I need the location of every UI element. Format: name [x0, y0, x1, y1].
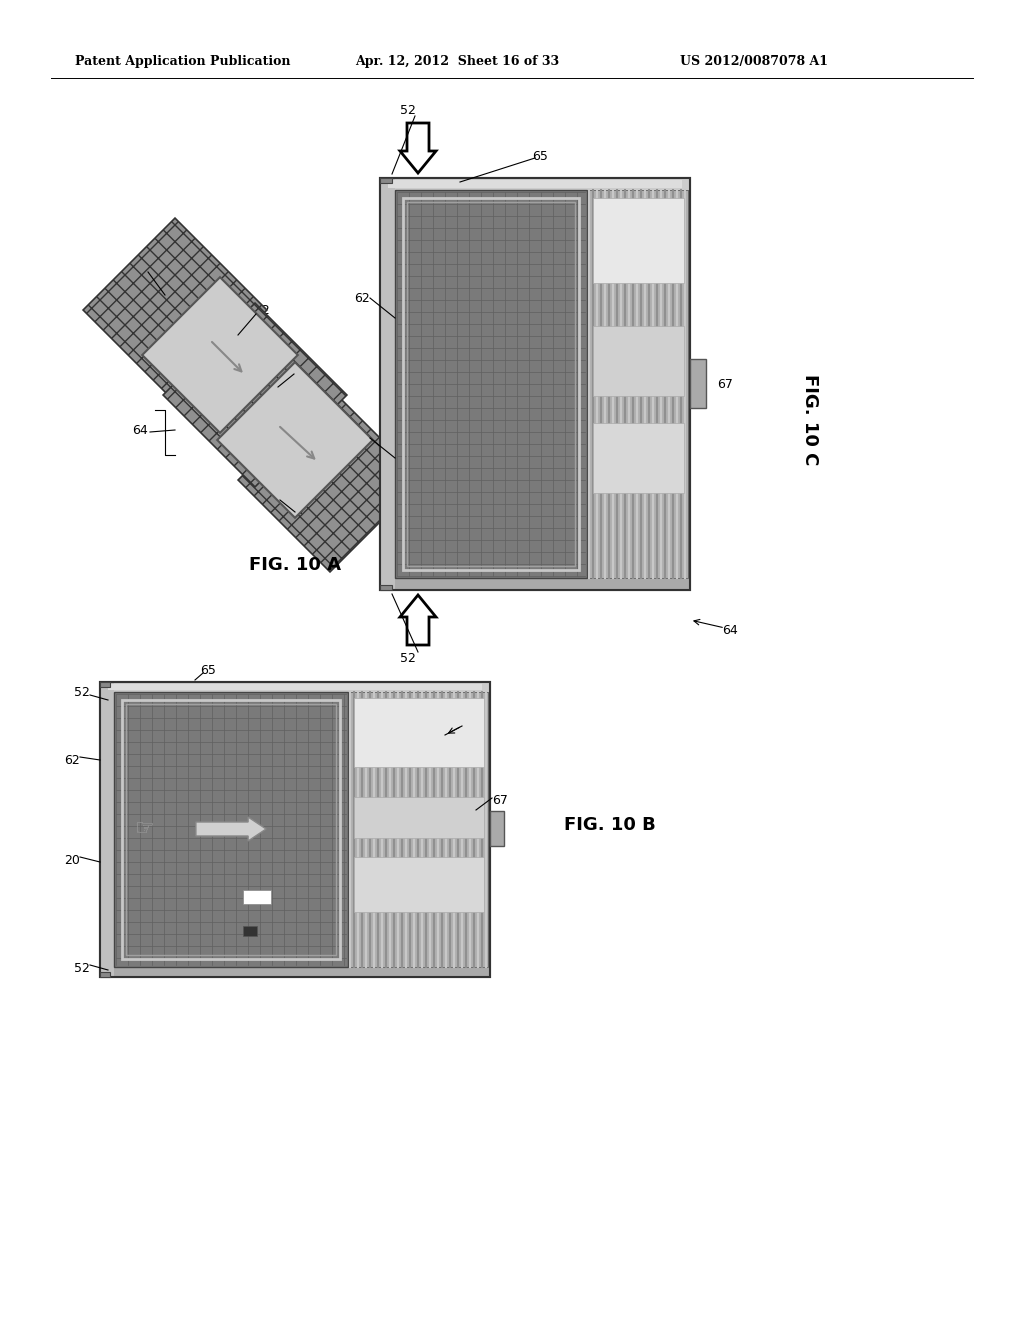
Bar: [490, 810, 504, 846]
Bar: [690, 359, 706, 408]
Text: 52: 52: [400, 103, 416, 116]
Polygon shape: [238, 388, 422, 572]
Text: 67: 67: [717, 378, 733, 391]
Text: 65: 65: [292, 363, 308, 376]
Bar: [100, 968, 490, 977]
Bar: [350, 692, 488, 968]
Bar: [243, 890, 270, 904]
Bar: [354, 796, 484, 838]
Bar: [126, 704, 336, 954]
Text: FIG. 10 B: FIG. 10 B: [564, 816, 656, 834]
Text: ☞: ☞: [134, 818, 154, 840]
FancyArrow shape: [400, 595, 436, 645]
Text: 65: 65: [200, 664, 216, 676]
Text: 62: 62: [254, 304, 270, 317]
Bar: [380, 178, 690, 590]
Bar: [114, 692, 348, 968]
Bar: [243, 925, 257, 936]
Text: 67: 67: [493, 793, 508, 807]
Bar: [395, 190, 587, 578]
Text: 52: 52: [74, 961, 90, 974]
Text: 67: 67: [290, 503, 306, 516]
Bar: [354, 698, 484, 767]
Bar: [354, 857, 484, 912]
Bar: [100, 682, 114, 977]
Polygon shape: [163, 304, 347, 487]
Bar: [593, 326, 684, 396]
Bar: [380, 578, 690, 590]
Bar: [388, 180, 682, 187]
Bar: [100, 972, 110, 977]
Polygon shape: [83, 218, 267, 401]
Text: 52: 52: [74, 685, 90, 698]
Bar: [380, 178, 690, 190]
Bar: [100, 682, 490, 977]
Bar: [380, 178, 690, 590]
Bar: [593, 198, 684, 284]
Text: US 2012/0087078 A1: US 2012/0087078 A1: [680, 55, 828, 69]
Polygon shape: [217, 362, 373, 517]
Text: 64: 64: [132, 424, 147, 437]
Text: 20: 20: [130, 261, 146, 275]
Bar: [380, 178, 395, 590]
Text: 20: 20: [354, 432, 370, 445]
Bar: [108, 684, 482, 690]
Text: 64: 64: [462, 723, 478, 737]
Text: 20: 20: [65, 854, 80, 866]
Bar: [593, 422, 684, 492]
Bar: [100, 682, 110, 686]
FancyArrow shape: [196, 817, 266, 841]
Text: Apr. 12, 2012  Sheet 16 of 33: Apr. 12, 2012 Sheet 16 of 33: [355, 55, 559, 69]
Text: 65: 65: [532, 149, 548, 162]
Text: 64: 64: [722, 623, 738, 636]
Bar: [589, 190, 688, 578]
Polygon shape: [142, 277, 298, 433]
Bar: [380, 178, 392, 183]
Text: 62: 62: [354, 292, 370, 305]
Text: FIG. 10 C: FIG. 10 C: [801, 375, 819, 466]
Bar: [380, 585, 392, 590]
Text: 62: 62: [65, 754, 80, 767]
Text: Patent Application Publication: Patent Application Publication: [75, 55, 291, 69]
Text: FIG. 10 A: FIG. 10 A: [249, 556, 341, 574]
Bar: [100, 682, 490, 692]
Bar: [122, 700, 340, 960]
Text: ☞: ☞: [134, 818, 154, 840]
Bar: [407, 202, 575, 566]
Bar: [100, 682, 490, 977]
Bar: [403, 198, 579, 570]
Text: 52: 52: [400, 652, 416, 664]
FancyArrow shape: [400, 123, 436, 173]
